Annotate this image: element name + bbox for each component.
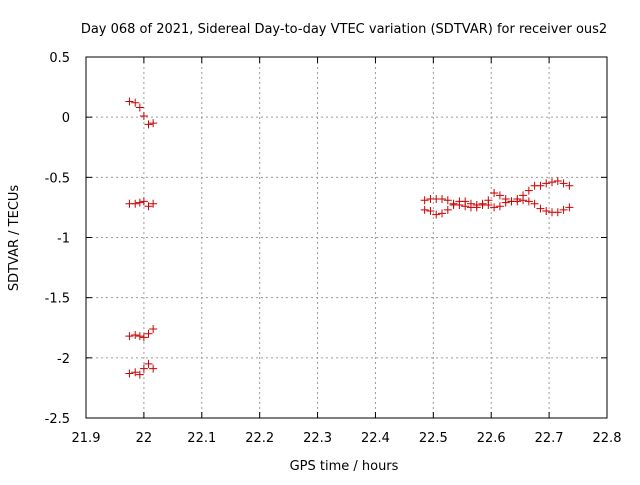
data-point [144, 329, 153, 338]
data-point [144, 359, 153, 368]
data-point [139, 111, 148, 120]
x-tick-label: 22.4 [361, 431, 390, 446]
data-point [426, 207, 435, 216]
data-point [125, 369, 134, 378]
data-point [542, 179, 551, 188]
data-point [125, 97, 134, 106]
data-point [135, 198, 144, 207]
data-point [438, 194, 447, 203]
data-point [438, 209, 447, 218]
data-point [559, 205, 568, 214]
x-tick-label: 22.5 [419, 431, 448, 446]
y-tick-label: -1 [57, 232, 70, 247]
data-point [559, 179, 568, 188]
points-layer [125, 97, 574, 379]
x-tick-label: 22.6 [477, 431, 506, 446]
x-axis-title: GPS time / hours [290, 459, 399, 474]
data-point [443, 205, 452, 214]
data-point [135, 332, 144, 341]
x-tick-label: 22.2 [245, 431, 274, 446]
grid-layer [86, 57, 607, 418]
x-tick-label: 22.7 [535, 431, 564, 446]
data-point [524, 186, 533, 195]
data-point [530, 199, 539, 208]
y-tick-label: 0 [62, 111, 70, 126]
y-tick-label: -2 [57, 352, 70, 367]
data-point [495, 191, 504, 200]
series-early-low [125, 324, 158, 342]
series-early-top [125, 97, 158, 129]
data-point [548, 178, 557, 187]
y-tick-label: 0.5 [49, 51, 70, 66]
data-point [478, 199, 487, 208]
series-early-bottom [125, 359, 158, 379]
data-point [135, 103, 144, 112]
data-point [553, 176, 562, 185]
data-point [131, 98, 140, 107]
data-point [501, 198, 510, 207]
data-point [519, 196, 528, 205]
data-point [565, 203, 574, 212]
ticks-layer: 21.9 22 22.1 22.2 22.3 22.4 22.5 22.6 22.7 22.8 0.… [45, 51, 622, 446]
data-point [513, 197, 522, 206]
data-point [490, 188, 499, 197]
data-point [443, 196, 452, 205]
data-point [432, 210, 441, 219]
data-point [472, 201, 481, 210]
data-point [420, 196, 429, 205]
y-tick-label: -0.5 [45, 171, 70, 186]
data-point [490, 203, 499, 212]
x-tick-label: 22 [136, 431, 153, 446]
data-point [524, 197, 533, 206]
series-early-mid [125, 197, 158, 211]
data-point [536, 204, 545, 213]
data-point [149, 199, 158, 208]
chart-title: Day 068 of 2021, Sidereal Day-to-day VTE… [81, 22, 607, 37]
y-tick-label: -2.5 [45, 412, 70, 427]
data-point [131, 330, 140, 339]
y-tick-label: -1.5 [45, 292, 70, 307]
data-point [149, 119, 158, 128]
data-point [466, 199, 475, 208]
data-point [420, 205, 429, 214]
data-point [139, 197, 148, 206]
data-point [484, 201, 493, 210]
data-point [149, 364, 158, 373]
data-point [149, 324, 158, 333]
x-tick-label: 22.8 [593, 431, 622, 446]
data-point [131, 199, 140, 208]
y-axis-title: SDTVAR / TECUs [7, 185, 22, 292]
data-point [139, 364, 148, 373]
x-tick-label: 21.9 [72, 431, 101, 446]
data-point [553, 208, 562, 217]
data-point [131, 368, 140, 377]
data-point [461, 197, 470, 206]
data-point [135, 370, 144, 379]
x-tick-label: 22.1 [187, 431, 216, 446]
data-point [565, 181, 574, 190]
data-point [139, 333, 148, 342]
data-point [542, 207, 551, 216]
series-late-lower [420, 196, 574, 219]
data-point [536, 181, 545, 190]
data-point [495, 202, 504, 211]
data-point [144, 202, 153, 211]
x-tick-label: 22.3 [303, 431, 332, 446]
data-point [144, 120, 153, 129]
data-point [449, 201, 458, 210]
data-point [125, 332, 134, 341]
